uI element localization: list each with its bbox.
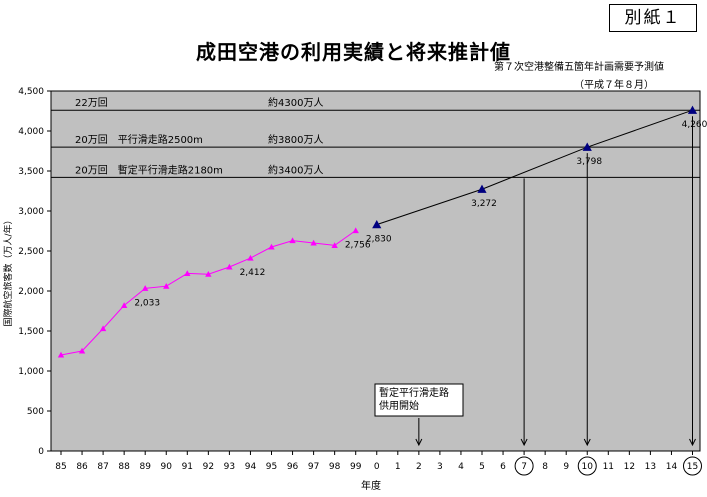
y-tick-label: 1,500 <box>18 327 44 337</box>
x-tick-label: 91 <box>182 462 193 472</box>
actual-point <box>268 243 275 250</box>
y-tick-label: 500 <box>27 407 44 417</box>
x-tick-label: 90 <box>161 462 173 472</box>
actual-point <box>120 302 128 308</box>
y-tick-label: 2,000 <box>18 287 44 297</box>
forecast-point <box>582 142 592 151</box>
forecast-point <box>477 184 487 193</box>
x-tick-label: 6 <box>500 462 506 472</box>
x-tick-label: 87 <box>97 462 108 472</box>
y-tick-label: 2,500 <box>18 247 44 257</box>
reference-line-capacity: 約4300万人 <box>268 96 323 109</box>
attachment-stamp: 別紙１ <box>609 4 697 32</box>
y-tick-label: 3,000 <box>18 207 44 217</box>
x-tick-label: 98 <box>329 462 341 472</box>
data-label: 2,756 <box>345 241 371 251</box>
x-tick-label: 95 <box>266 462 277 472</box>
reference-line-label: 22万回 <box>75 97 108 109</box>
x-tick-label: 85 <box>55 462 66 472</box>
data-label: 3,272 <box>471 199 497 209</box>
x-tick-label: 88 <box>118 462 130 472</box>
x-tick-label: 86 <box>76 462 88 472</box>
actual-point <box>99 325 107 332</box>
annotation-arrowhead <box>415 438 423 447</box>
milestone-arrowhead <box>583 438 591 447</box>
actual-point <box>331 242 338 248</box>
reference-line-label: 20万回 平行滑走路2500m <box>75 133 203 146</box>
actual-point <box>57 351 65 358</box>
x-tick-label: 5 <box>479 462 485 472</box>
data-label: 2,830 <box>366 235 392 245</box>
actual-point <box>78 347 86 354</box>
x-axis-label: 年度 <box>361 479 381 492</box>
actual-point <box>226 263 233 270</box>
y-tick-label: 4,500 <box>18 87 44 97</box>
annotation-box <box>374 383 464 417</box>
y-tick-label: 4,000 <box>18 127 44 137</box>
actual-point <box>310 239 317 246</box>
x-tick-label: 14 <box>666 462 678 472</box>
reference-line-capacity: 約3800万人 <box>268 133 323 146</box>
data-label: 2,412 <box>240 268 266 278</box>
actual-point <box>184 270 191 276</box>
x-tick-label: 99 <box>350 462 362 472</box>
basis-note: （平成７年８月） <box>574 80 654 91</box>
x-tick-label: 92 <box>203 462 214 472</box>
chart-title: 成田空港の利用実績と将来推計値 <box>196 40 511 64</box>
actual-point <box>142 285 149 291</box>
x-tick-label: 15 <box>687 462 698 472</box>
data-label: 2,033 <box>134 298 160 308</box>
forecast-point <box>687 105 698 114</box>
x-tick-label: 1 <box>395 462 401 472</box>
x-tick-label: 4 <box>458 462 464 472</box>
data-label: 4,260 <box>682 120 707 130</box>
actual-point <box>247 254 254 261</box>
source-note: 第７次空港整備五箇年計画需要予測値 <box>494 62 664 73</box>
x-tick-label: 11 <box>603 462 614 472</box>
x-tick-label: 7 <box>521 462 527 472</box>
x-tick-label: 2 <box>416 462 422 472</box>
milestone-year-circle <box>514 456 534 476</box>
actual-point <box>205 271 212 277</box>
actual-point <box>289 237 296 244</box>
x-tick-label: 96 <box>287 462 299 472</box>
reference-line-label: 20万回 暫定平行滑走路2180m <box>75 163 223 176</box>
x-tick-label: 93 <box>224 462 235 472</box>
x-tick-label: 0 <box>374 462 380 472</box>
annotation-text: 供用開始 <box>379 399 419 412</box>
x-tick-label: 13 <box>645 462 656 472</box>
x-tick-label: 3 <box>437 462 443 472</box>
actual-point <box>352 227 359 234</box>
annotation-text: 暫定平行滑走路 <box>379 386 449 399</box>
y-tick-label: 0 <box>38 447 44 457</box>
x-tick-label: 8 <box>542 462 548 472</box>
milestone-year-circle <box>577 456 597 476</box>
actual-point <box>163 283 170 289</box>
y-tick-label: 3,500 <box>18 167 44 177</box>
milestone-arrowhead <box>520 438 528 447</box>
x-tick-label: 94 <box>245 462 257 472</box>
forecast-point <box>372 220 382 229</box>
forecast-series-line <box>376 109 693 226</box>
x-tick-label: 9 <box>563 462 569 472</box>
x-tick-label: 89 <box>139 462 151 472</box>
milestone-year-circle <box>683 456 702 476</box>
milestone-arrowhead <box>689 438 696 447</box>
y-tick-label: 1,000 <box>18 367 44 377</box>
x-tick-label: 10 <box>582 462 594 472</box>
x-tick-label: 12 <box>624 462 635 472</box>
y-axis-label: 国際航空旅客数（万人/年） <box>2 215 14 326</box>
x-tick-label: 97 <box>308 462 319 472</box>
data-label: 3,798 <box>576 157 602 167</box>
reference-line-capacity: 約3400万人 <box>268 163 323 176</box>
